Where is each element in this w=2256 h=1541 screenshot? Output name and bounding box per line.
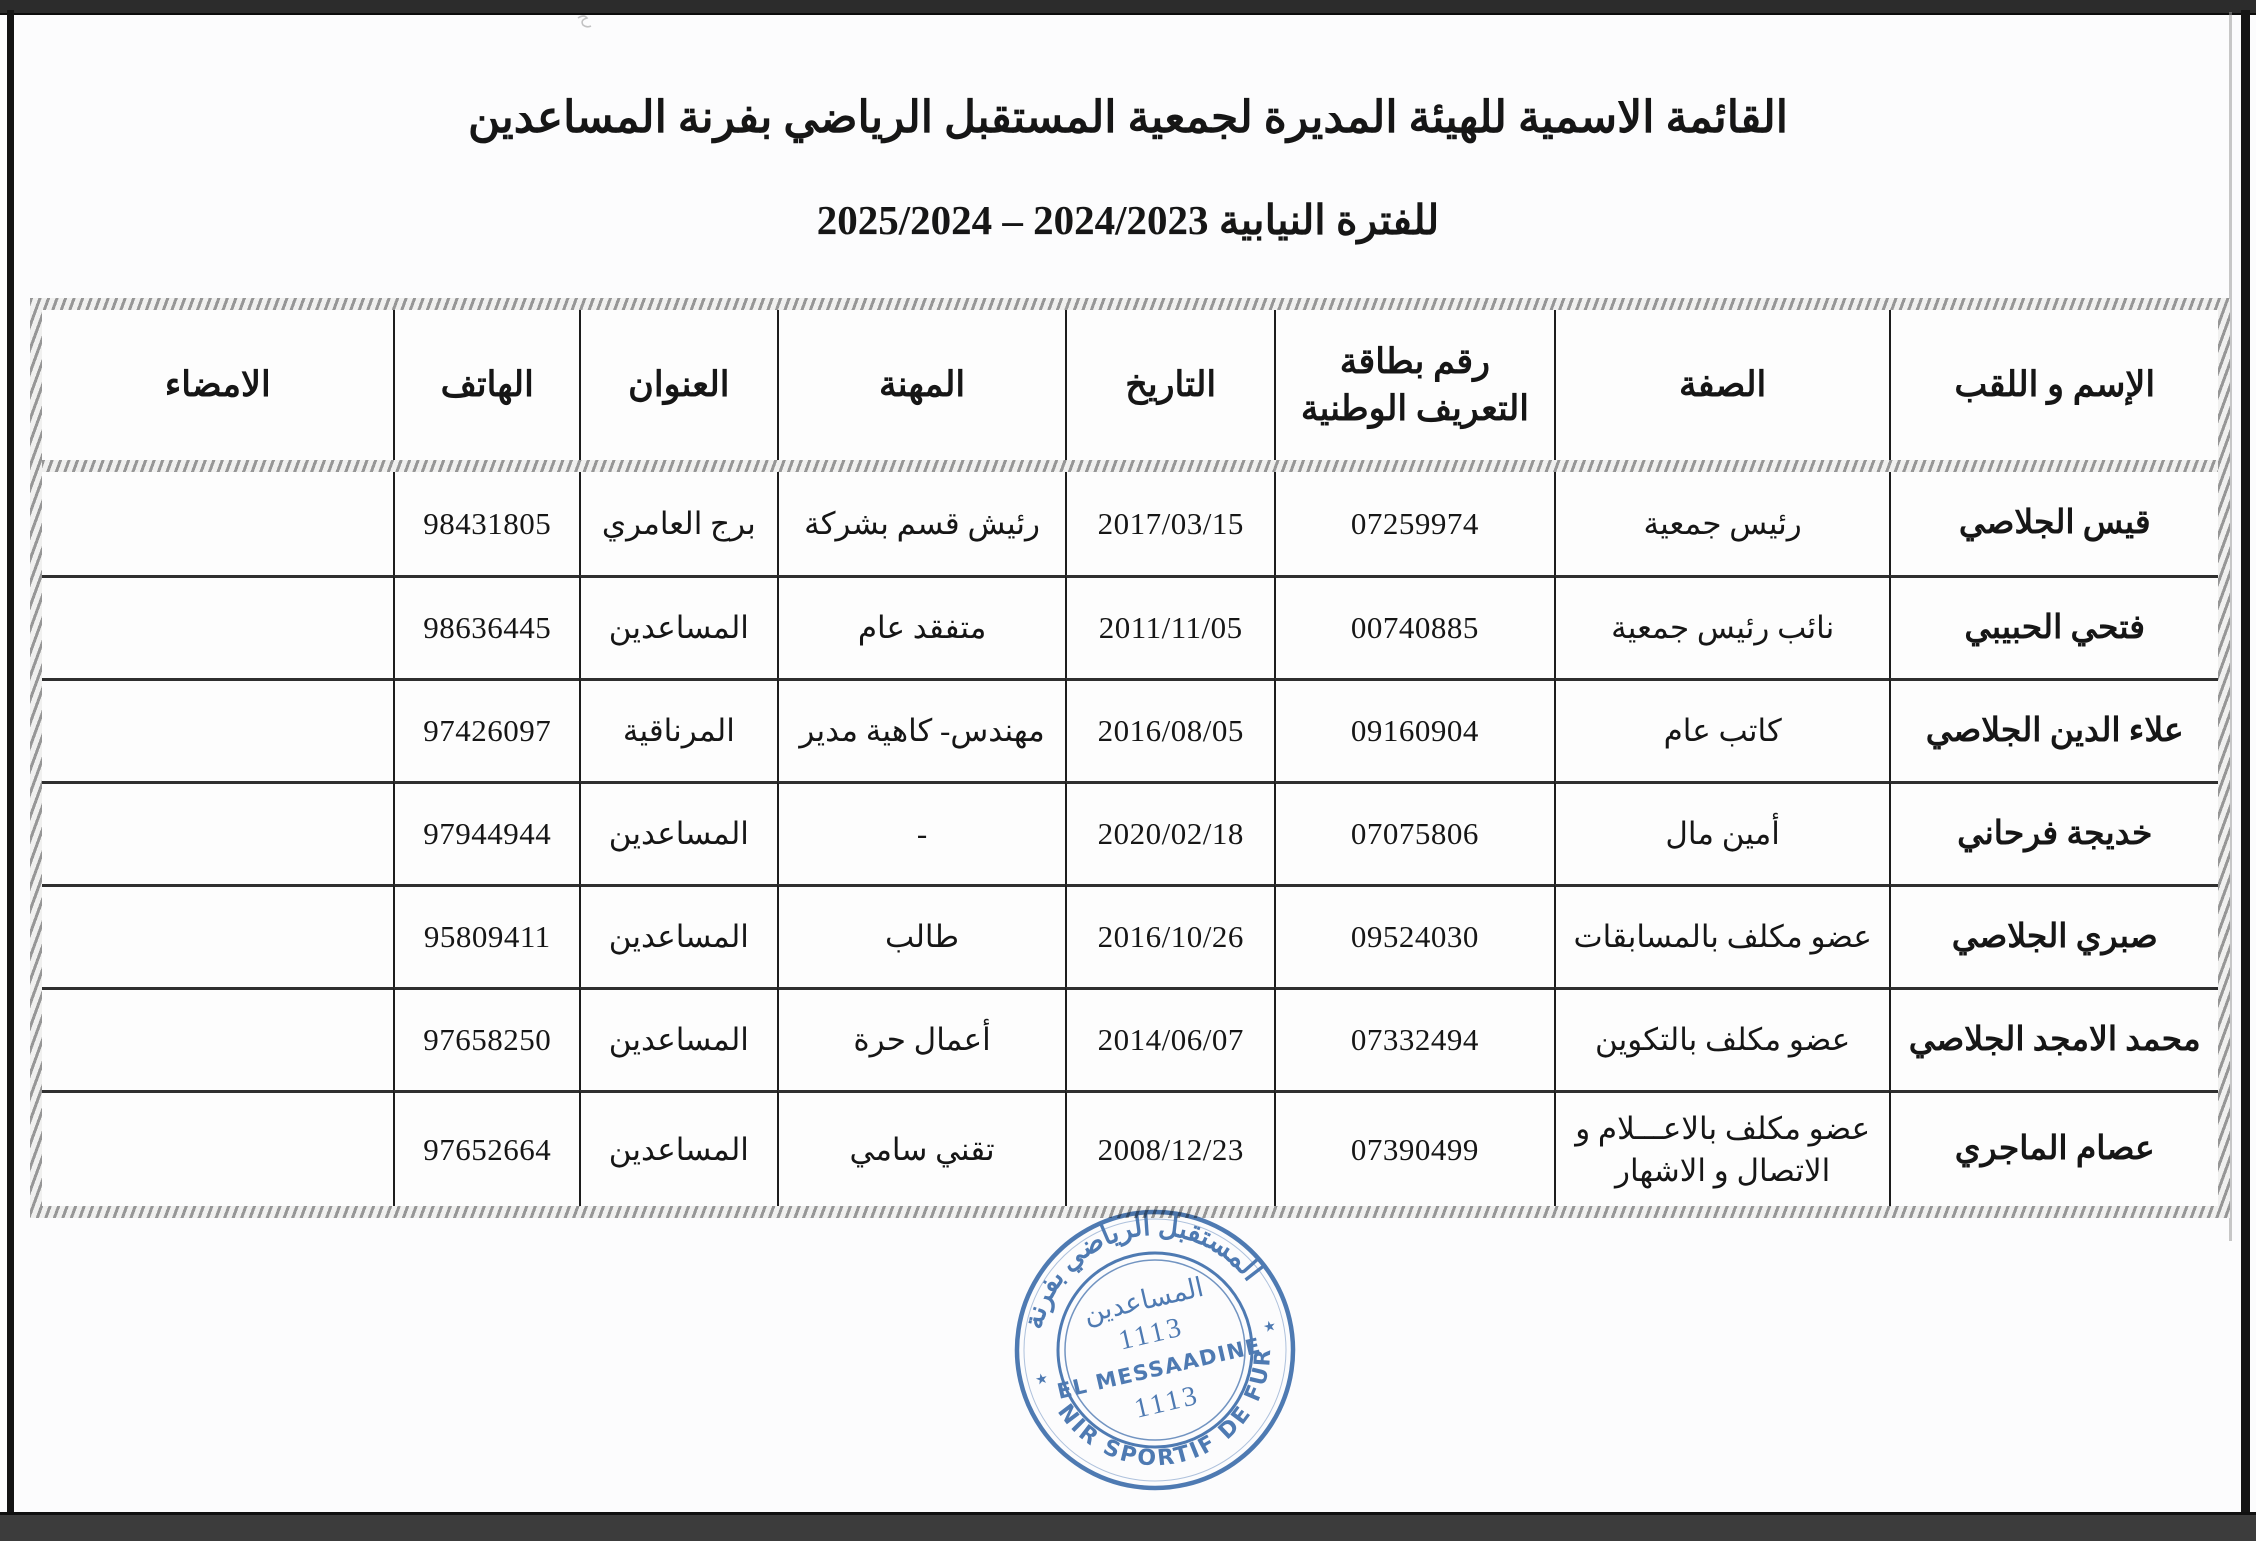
cell-role: رئيس جمعية bbox=[1553, 472, 1890, 575]
cell-phone: 98431805 bbox=[393, 472, 579, 575]
scan-edge-right-shadow bbox=[2229, 12, 2232, 1241]
cell-date: 2016/08/05 bbox=[1065, 678, 1274, 781]
cell-id-number: 07075806 bbox=[1273, 781, 1554, 884]
cell-role: أمين مال bbox=[1553, 781, 1890, 884]
cell-profession: تقني سامي bbox=[776, 1090, 1066, 1206]
cell-date: 2011/11/05 bbox=[1065, 575, 1274, 678]
cell-name: فتحي الحبيبي bbox=[1889, 575, 2218, 678]
cell-date: 2014/06/07 bbox=[1065, 987, 1274, 1090]
cell-address: المساعدين bbox=[579, 781, 777, 884]
association-stamp: المستقبل الرياضي بفرنة AVENIR SPORTIF DE… bbox=[995, 1190, 1298, 1507]
cell-phone: 97944944 bbox=[393, 781, 580, 884]
header-signature: الامضاء bbox=[164, 365, 271, 405]
cell-signature bbox=[42, 781, 394, 884]
scan-edge-left bbox=[7, 10, 14, 1517]
cell-signature bbox=[42, 678, 394, 781]
cell-address: المساعدين bbox=[579, 575, 777, 678]
scan-edge-bottom bbox=[0, 1512, 2256, 1541]
cell-phone: 97426097 bbox=[393, 678, 580, 781]
cell-name: علاء الدين الجلاصي bbox=[1889, 678, 2218, 781]
cell-date: 2020/02/18 bbox=[1065, 781, 1274, 884]
cell-id-number: 07259974 bbox=[1273, 472, 1554, 575]
stamp-inner-ring bbox=[1056, 1251, 1254, 1449]
cell-profession: متفقد عام bbox=[776, 575, 1066, 678]
cell-date: 2017/03/15 bbox=[1065, 472, 1273, 575]
cell-signature bbox=[42, 884, 394, 987]
stamp-star-right-icon: ٭ bbox=[1260, 1312, 1279, 1340]
cell-phone: 97652664 bbox=[393, 1090, 580, 1206]
cell-signature bbox=[42, 472, 393, 575]
cell-role: كاتب عام bbox=[1553, 678, 1890, 781]
cell-phone: 95809411 bbox=[393, 884, 580, 987]
cell-name: محمد الامجد الجلاصي bbox=[1889, 987, 2218, 1090]
cell-phone: 98636445 bbox=[393, 575, 580, 678]
cell-signature bbox=[42, 575, 394, 678]
cell-address: المساعدين bbox=[579, 884, 777, 987]
cell-name: خديجة فرحاني bbox=[1889, 781, 2218, 884]
board-members-table: الإسم و اللقب الصفة رقم بطاقة التعريف ال… bbox=[30, 298, 2230, 1218]
header-id-number: رقم بطاقة التعريف الوطنية bbox=[1273, 310, 1554, 460]
cell-signature bbox=[42, 1090, 394, 1206]
cell-signature bbox=[42, 987, 394, 1090]
stamp-outer-ring bbox=[1014, 1209, 1296, 1491]
document-subtitle: للفترة النيابية 2024/2023 – 2025/2024 bbox=[816, 197, 1440, 243]
table-grid: الإسم و اللقب الصفة رقم بطاقة التعريف ال… bbox=[42, 310, 2218, 1206]
cell-profession: رئيش قسم بشركة bbox=[776, 472, 1066, 575]
header-profession: المهنة bbox=[776, 310, 1066, 460]
cell-id-number: 07332494 bbox=[1273, 987, 1554, 1090]
document-title: القائمة الاسمية للهيئة المديرة لجمعية ال… bbox=[467, 93, 1789, 142]
cell-name: عصام الماجري bbox=[1889, 1090, 2218, 1206]
cell-id-number: 00740885 bbox=[1273, 575, 1554, 678]
cell-phone: 97658250 bbox=[393, 987, 580, 1090]
cell-id-number: 09160904 bbox=[1273, 678, 1554, 781]
cell-address: المرناقية bbox=[579, 678, 777, 781]
stamp-outer-ring-inner-line bbox=[1023, 1218, 1287, 1482]
cell-role: عضو مكلف بالمسابقات bbox=[1553, 884, 1890, 987]
cell-date: 2016/10/26 bbox=[1065, 884, 1274, 987]
cell-id-number: 09524030 bbox=[1273, 884, 1554, 987]
cell-profession: - bbox=[776, 781, 1066, 884]
cell-address: المساعدين bbox=[579, 1090, 777, 1206]
cell-name: صبري الجلاصي bbox=[1889, 884, 2218, 987]
header-separator bbox=[42, 460, 2218, 472]
scan-edge-top bbox=[0, 0, 2256, 15]
header-role: الصفة bbox=[1553, 310, 1890, 460]
cell-profession: طالب bbox=[776, 884, 1066, 987]
cell-date: 2008/12/23 bbox=[1065, 1090, 1274, 1206]
stamp-inner-ring-second-line bbox=[1064, 1259, 1246, 1441]
header-address: العنوان bbox=[579, 310, 777, 460]
scan-edge-right bbox=[2241, 10, 2250, 1517]
cell-address: المساعدين bbox=[579, 987, 777, 1090]
cell-name: قيس الجلاصي bbox=[1889, 472, 2218, 575]
cell-address: برج العامري bbox=[579, 472, 777, 575]
header-date: التاريخ bbox=[1065, 310, 1273, 460]
scan-artifact bbox=[577, 15, 592, 28]
cell-id-number: 07390499 bbox=[1273, 1090, 1554, 1206]
cell-profession: مهندس- كاهية مدير bbox=[776, 678, 1066, 781]
header-name: الإسم و اللقب bbox=[1889, 310, 2218, 460]
cell-profession: أعمال حرة bbox=[776, 987, 1066, 1090]
cell-role: عضو مكلف بالاعـــلام و الاتصال و الاشهار bbox=[1553, 1090, 1890, 1206]
stamp-star-left-icon: ٭ bbox=[1032, 1365, 1051, 1393]
stamp-code-bottom: 1113 bbox=[1131, 1380, 1202, 1425]
cell-role: عضو مكلف بالتكوين bbox=[1553, 987, 1890, 1090]
header-phone: الهاتف bbox=[393, 310, 579, 460]
cell-role: نائب رئيس جمعية bbox=[1553, 575, 1890, 678]
